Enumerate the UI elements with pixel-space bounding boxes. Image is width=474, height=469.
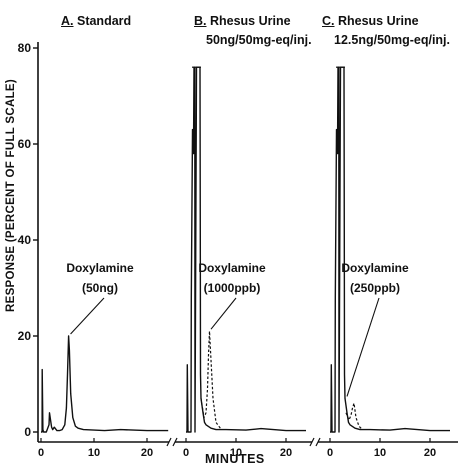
- axis-break-mark: [166, 437, 172, 447]
- panel-b-letter: B.: [194, 14, 207, 28]
- x-tick-label: 10: [374, 447, 386, 459]
- x-tick-label: 0: [38, 447, 44, 459]
- panel-a-letter: A.: [61, 14, 74, 28]
- panel-c-subtitle: 12.5ng/50mg-eq/inj.: [334, 33, 451, 47]
- solid-trace: [186, 66, 306, 433]
- x-tick-label: 20: [141, 447, 153, 459]
- annotation-leader: [210, 297, 237, 330]
- solid-trace: [330, 66, 450, 433]
- y-axis-label: RESPONSE (PERCENT OF FULL SCALE): [5, 78, 17, 312]
- annotation-amount: (50ng): [82, 281, 118, 295]
- y-tick-label: 60: [18, 137, 32, 151]
- y-tick-label: 40: [18, 233, 32, 247]
- annotation-name: Doxylamine: [341, 261, 409, 275]
- solid-trace: [41, 335, 169, 433]
- dashed-trace: [345, 402, 363, 431]
- x-axis-label: MINUTES: [205, 452, 265, 466]
- panel-a-title: A. Standard: [61, 14, 131, 28]
- x-tick-label: 20: [424, 447, 436, 459]
- dashed-trace: [200, 330, 222, 430]
- x-tick-label: 10: [230, 447, 242, 459]
- y-tick-label: 80: [18, 41, 32, 55]
- panel-c-letter: C.: [322, 14, 335, 28]
- panel-b-title: B. Rhesus Urine: [194, 14, 291, 28]
- panel-c-title: C. Rhesus Urine: [322, 14, 419, 28]
- annotation-name: Doxylamine: [198, 261, 266, 275]
- annotation-name: Doxylamine: [66, 261, 134, 275]
- y-tick-label: 0: [24, 425, 31, 439]
- annotation-amount: (1000ppb): [204, 281, 261, 295]
- annotation-leader: [70, 297, 105, 335]
- annotation-leader: [346, 297, 380, 397]
- panel-b-title-text: Rhesus Urine: [209, 14, 291, 28]
- x-tick-label: 10: [88, 447, 100, 459]
- axis-break-mark: [309, 437, 315, 447]
- panel-c-title-text: Rhesus Urine: [337, 14, 419, 28]
- x-tick-label: 20: [280, 447, 292, 459]
- x-tick-label: 0: [183, 447, 189, 459]
- panel-b-subtitle: 50ng/50mg-eq/inj.: [206, 33, 312, 47]
- x-tick-label: 0: [327, 447, 333, 459]
- y-tick-label: 20: [18, 329, 32, 343]
- annotation-amount: (250ppb): [350, 281, 400, 295]
- panel-a-title-text: Standard: [76, 14, 132, 28]
